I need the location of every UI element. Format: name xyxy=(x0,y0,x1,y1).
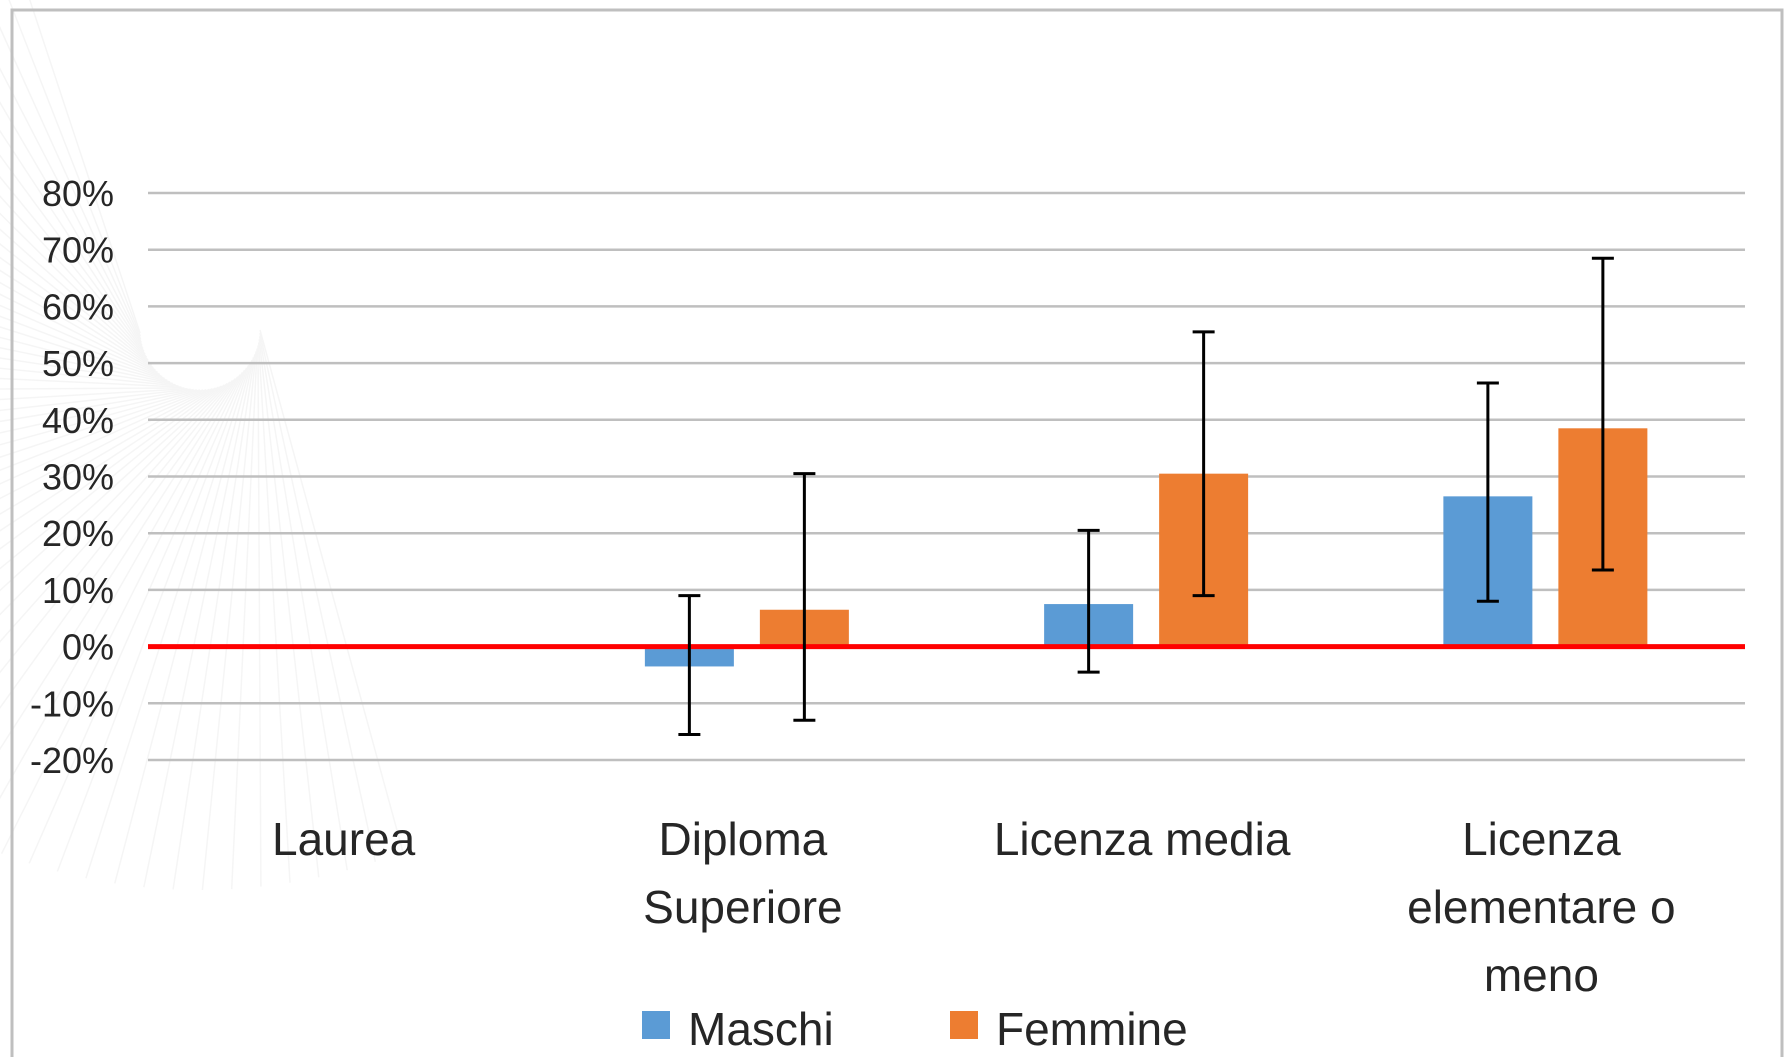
watermark-line xyxy=(0,326,168,382)
gridlines xyxy=(148,191,1745,762)
watermark-line xyxy=(0,372,244,800)
watermark-line xyxy=(0,377,182,388)
watermark-line xyxy=(0,389,201,446)
watermark-line xyxy=(0,388,191,412)
watermark-line xyxy=(0,369,246,854)
category-label: elementare o xyxy=(1407,881,1676,933)
watermark-line xyxy=(56,365,250,872)
watermark-line xyxy=(0,376,239,709)
watermark-line xyxy=(258,336,348,871)
legend: Maschi Femmine xyxy=(642,1003,1188,1055)
category-label: Superiore xyxy=(643,881,842,933)
watermark-line xyxy=(172,354,256,890)
legend-swatch-maschi xyxy=(642,1011,670,1039)
watermark-line xyxy=(0,256,154,369)
watermark-line xyxy=(0,315,165,380)
y-tick-label: 60% xyxy=(42,286,114,327)
watermark-line xyxy=(0,381,231,616)
watermark-line xyxy=(0,388,210,485)
watermark-line xyxy=(0,195,148,358)
watermark-line xyxy=(0,26,142,340)
watermark-line xyxy=(257,342,291,883)
bars xyxy=(644,428,1648,667)
watermark-line xyxy=(0,388,194,423)
watermark-line xyxy=(0,212,149,361)
watermark-line xyxy=(257,345,262,887)
watermark-line xyxy=(0,304,163,378)
y-tick-label: 80% xyxy=(42,173,114,214)
y-tick-label: 20% xyxy=(42,513,114,554)
watermark-line xyxy=(8,0,142,337)
watermark-line xyxy=(0,386,219,532)
watermark-line xyxy=(258,339,320,878)
watermark-line xyxy=(0,378,236,674)
legend-swatch-femmine xyxy=(950,1011,978,1039)
y-tick-label: 10% xyxy=(42,570,114,611)
background-watermark xyxy=(0,0,404,891)
watermark-line xyxy=(0,382,228,592)
watermark-line xyxy=(0,293,161,376)
y-tick-label: 0% xyxy=(62,627,114,668)
watermark-line xyxy=(0,389,204,458)
category-label: meno xyxy=(1484,949,1599,1001)
y-tick-label: -10% xyxy=(30,683,114,724)
watermark-line xyxy=(0,385,222,550)
watermark-line xyxy=(0,384,225,570)
y-tick-label: -20% xyxy=(30,740,114,781)
watermark-line xyxy=(0,101,143,346)
watermark-line xyxy=(0,367,179,387)
y-tick-label: 30% xyxy=(42,457,114,498)
watermark-line xyxy=(0,387,216,515)
y-tick-label: 70% xyxy=(42,230,114,271)
category-label: Diploma xyxy=(659,813,828,865)
y-tick-label: 40% xyxy=(42,400,114,441)
watermark-line xyxy=(0,374,241,751)
watermark-line xyxy=(0,387,185,390)
watermark-line xyxy=(0,387,188,401)
y-axis: 80% 70% 60% 50% 40% 30% 20% 10% 0% -10% -20% xyxy=(30,173,114,781)
watermark-line xyxy=(0,388,207,471)
x-axis: Laurea Diploma Superiore Licenza media Licen… xyxy=(272,813,1676,1001)
category-label: Licenza xyxy=(1462,813,1621,865)
watermark-line xyxy=(0,228,151,364)
category-label: Licenza media xyxy=(994,813,1291,865)
watermark-line xyxy=(0,67,142,343)
watermark-line xyxy=(85,362,252,879)
watermark-line xyxy=(230,348,258,890)
watermark-line xyxy=(0,129,144,349)
error-bars xyxy=(678,256,1614,736)
watermark-line xyxy=(0,388,213,500)
y-tick-label: 50% xyxy=(42,343,114,384)
watermark-line xyxy=(0,281,158,374)
watermark-line xyxy=(143,357,255,888)
watermark-line xyxy=(0,346,173,385)
watermark-line xyxy=(259,332,377,863)
watermark-line xyxy=(201,351,257,891)
watermark-line xyxy=(29,0,141,334)
legend-label-femmine: Femmine xyxy=(996,1003,1188,1055)
watermark-line xyxy=(0,175,146,355)
watermark-line xyxy=(28,367,248,864)
watermark-line xyxy=(0,243,152,366)
category-label: Laurea xyxy=(272,813,416,865)
watermark-line xyxy=(0,357,176,386)
watermark-line xyxy=(0,336,171,383)
watermark-line xyxy=(0,389,198,434)
chart-border xyxy=(10,8,1784,1057)
watermark-line xyxy=(0,379,234,643)
watermark-line xyxy=(114,359,253,884)
legend-label-maschi: Maschi xyxy=(688,1003,834,1055)
watermark-line xyxy=(0,269,156,371)
watermark-line xyxy=(0,154,145,352)
